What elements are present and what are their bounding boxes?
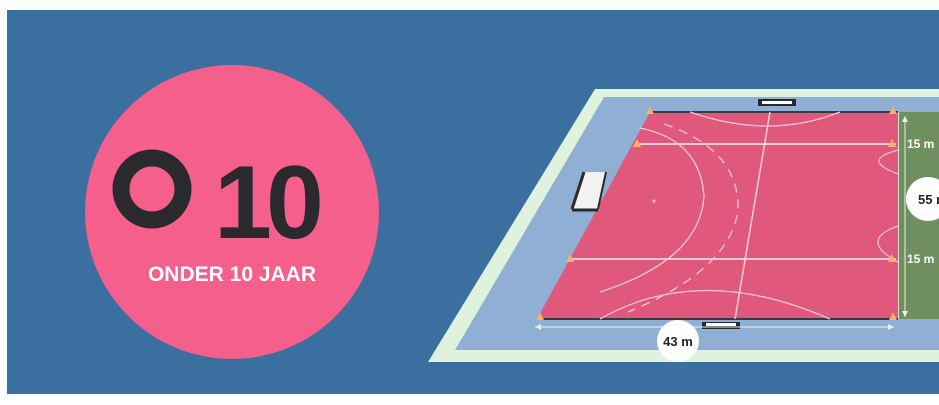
zone-label-top: 15 m: [907, 137, 934, 151]
corner-flag: [888, 254, 896, 262]
corner-flag: [889, 106, 897, 114]
corner-flag: [633, 139, 641, 147]
length-label-circle: [906, 177, 939, 221]
corner-flag: [888, 139, 896, 147]
centre-line: [734, 111, 771, 320]
badge-caption: ONDER 10 JAAR: [148, 263, 316, 286]
field: 43 m 55 m 15 m 15 m: [428, 89, 939, 362]
corner-flag: [566, 254, 574, 262]
badge-circle: [85, 65, 379, 359]
width-arrow-head-right: [888, 324, 894, 330]
goal-bottom: [702, 322, 740, 329]
width-arrow-head-left: [535, 324, 541, 330]
shooting-circle: [599, 127, 705, 293]
corner-flag: [536, 312, 544, 320]
goal-top: [758, 99, 796, 106]
penalty-spot: [652, 199, 656, 203]
width-label: 43 m: [663, 334, 693, 349]
age-badge: 10 ONDER 10 JAAR: [85, 65, 379, 359]
length-arrow-head-bottom: [902, 311, 908, 317]
badge-letter-o: [112, 149, 192, 229]
playing-surface: [537, 112, 898, 319]
goal-left: [570, 171, 607, 212]
badge-number: 10: [214, 145, 320, 261]
corner-flag: [646, 106, 654, 114]
bottom-arc: [599, 289, 831, 320]
width-label-circle: [657, 320, 699, 362]
corner-flag: [889, 312, 897, 320]
zone-label-bottom: 15 m: [907, 252, 934, 266]
length-arrow-head-top: [902, 116, 908, 122]
length-label: 55 m: [918, 192, 939, 207]
top-arc: [689, 111, 841, 127]
right-arc-top: [878, 149, 899, 175]
